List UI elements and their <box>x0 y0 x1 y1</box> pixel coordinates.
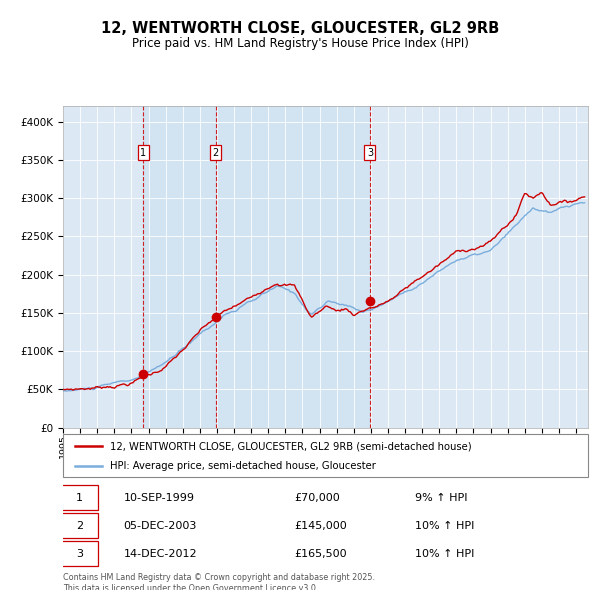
Text: Contains HM Land Registry data © Crown copyright and database right 2025.
This d: Contains HM Land Registry data © Crown c… <box>63 573 375 590</box>
Text: 2: 2 <box>76 521 83 530</box>
Bar <box>143 106 215 428</box>
Text: 05-DEC-2003: 05-DEC-2003 <box>124 521 197 530</box>
Text: Price paid vs. HM Land Registry's House Price Index (HPI): Price paid vs. HM Land Registry's House … <box>131 37 469 50</box>
Text: 2: 2 <box>212 148 218 158</box>
Text: 9% ↑ HPI: 9% ↑ HPI <box>415 493 467 503</box>
Text: HPI: Average price, semi-detached house, Gloucester: HPI: Average price, semi-detached house,… <box>110 461 376 471</box>
FancyBboxPatch shape <box>61 485 98 510</box>
FancyBboxPatch shape <box>61 541 98 566</box>
FancyBboxPatch shape <box>63 434 588 477</box>
Text: 10% ↑ HPI: 10% ↑ HPI <box>415 549 474 559</box>
Bar <box>215 106 370 428</box>
Text: 10% ↑ HPI: 10% ↑ HPI <box>415 521 474 530</box>
Text: 1: 1 <box>140 148 146 158</box>
FancyBboxPatch shape <box>61 513 98 538</box>
Text: £145,000: £145,000 <box>294 521 347 530</box>
Text: £70,000: £70,000 <box>294 493 340 503</box>
Text: 12, WENTWORTH CLOSE, GLOUCESTER, GL2 9RB (semi-detached house): 12, WENTWORTH CLOSE, GLOUCESTER, GL2 9RB… <box>110 441 472 451</box>
Text: 14-DEC-2012: 14-DEC-2012 <box>124 549 197 559</box>
Text: 12, WENTWORTH CLOSE, GLOUCESTER, GL2 9RB: 12, WENTWORTH CLOSE, GLOUCESTER, GL2 9RB <box>101 21 499 35</box>
Text: £165,500: £165,500 <box>294 549 347 559</box>
Text: 3: 3 <box>76 549 83 559</box>
Text: 1: 1 <box>76 493 83 503</box>
Text: 3: 3 <box>367 148 373 158</box>
Text: 10-SEP-1999: 10-SEP-1999 <box>124 493 194 503</box>
